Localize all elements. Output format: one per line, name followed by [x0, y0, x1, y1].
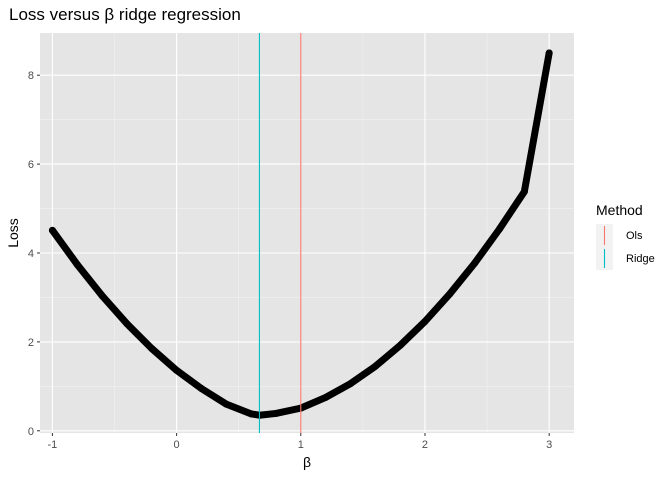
loss-point: [247, 410, 255, 418]
x-axis: -1 0 1 2 3: [48, 433, 552, 451]
y-axis-title: Loss: [5, 218, 21, 248]
loss-point: [545, 49, 553, 57]
loss-point: [148, 345, 156, 353]
loss-point: [272, 409, 280, 417]
plot-panel: [40, 33, 574, 433]
data-layer: [48, 49, 553, 419]
grid-minor: [40, 33, 574, 433]
loss-point: [173, 366, 181, 374]
x-tick-label: 3: [546, 439, 552, 451]
loss-point: [396, 341, 404, 349]
loss-point: [346, 380, 354, 388]
loss-point: [98, 292, 106, 300]
loss-point: [322, 393, 330, 401]
loss-point: [197, 385, 205, 393]
x-tick-label: 1: [298, 439, 304, 451]
legend-title: Method: [596, 202, 643, 218]
y-axis: 0 2 4 6 8: [28, 70, 40, 438]
y-tick-label: 0: [28, 426, 34, 438]
x-tick-label: 0: [174, 439, 180, 451]
loss-point: [520, 188, 528, 196]
loss-point: [48, 226, 56, 234]
x-axis-title: β: [303, 454, 311, 470]
loss-point: [222, 400, 230, 408]
loss-point: [495, 225, 503, 233]
chart-title: Loss versus β ridge regression: [9, 5, 241, 24]
loss-curve: [48, 49, 553, 419]
x-tick-label: 2: [422, 439, 428, 451]
legend-label-ols: Ols: [626, 230, 643, 242]
loss-point: [73, 261, 81, 269]
loss-point: [421, 317, 429, 325]
y-tick-label: 6: [28, 159, 34, 171]
legend-label-ridge: Ridge: [626, 253, 655, 265]
x-tick-label: -1: [48, 439, 58, 451]
loss-point: [446, 290, 454, 298]
y-tick-label: 2: [28, 337, 34, 349]
legend: Method Ols Ridge: [596, 202, 655, 270]
loss-point: [371, 362, 379, 370]
loss-point: [123, 320, 131, 328]
y-tick-label: 8: [28, 70, 34, 82]
y-tick-label: 4: [28, 248, 34, 260]
method-lines: [258, 33, 302, 433]
loss-point: [471, 259, 479, 267]
